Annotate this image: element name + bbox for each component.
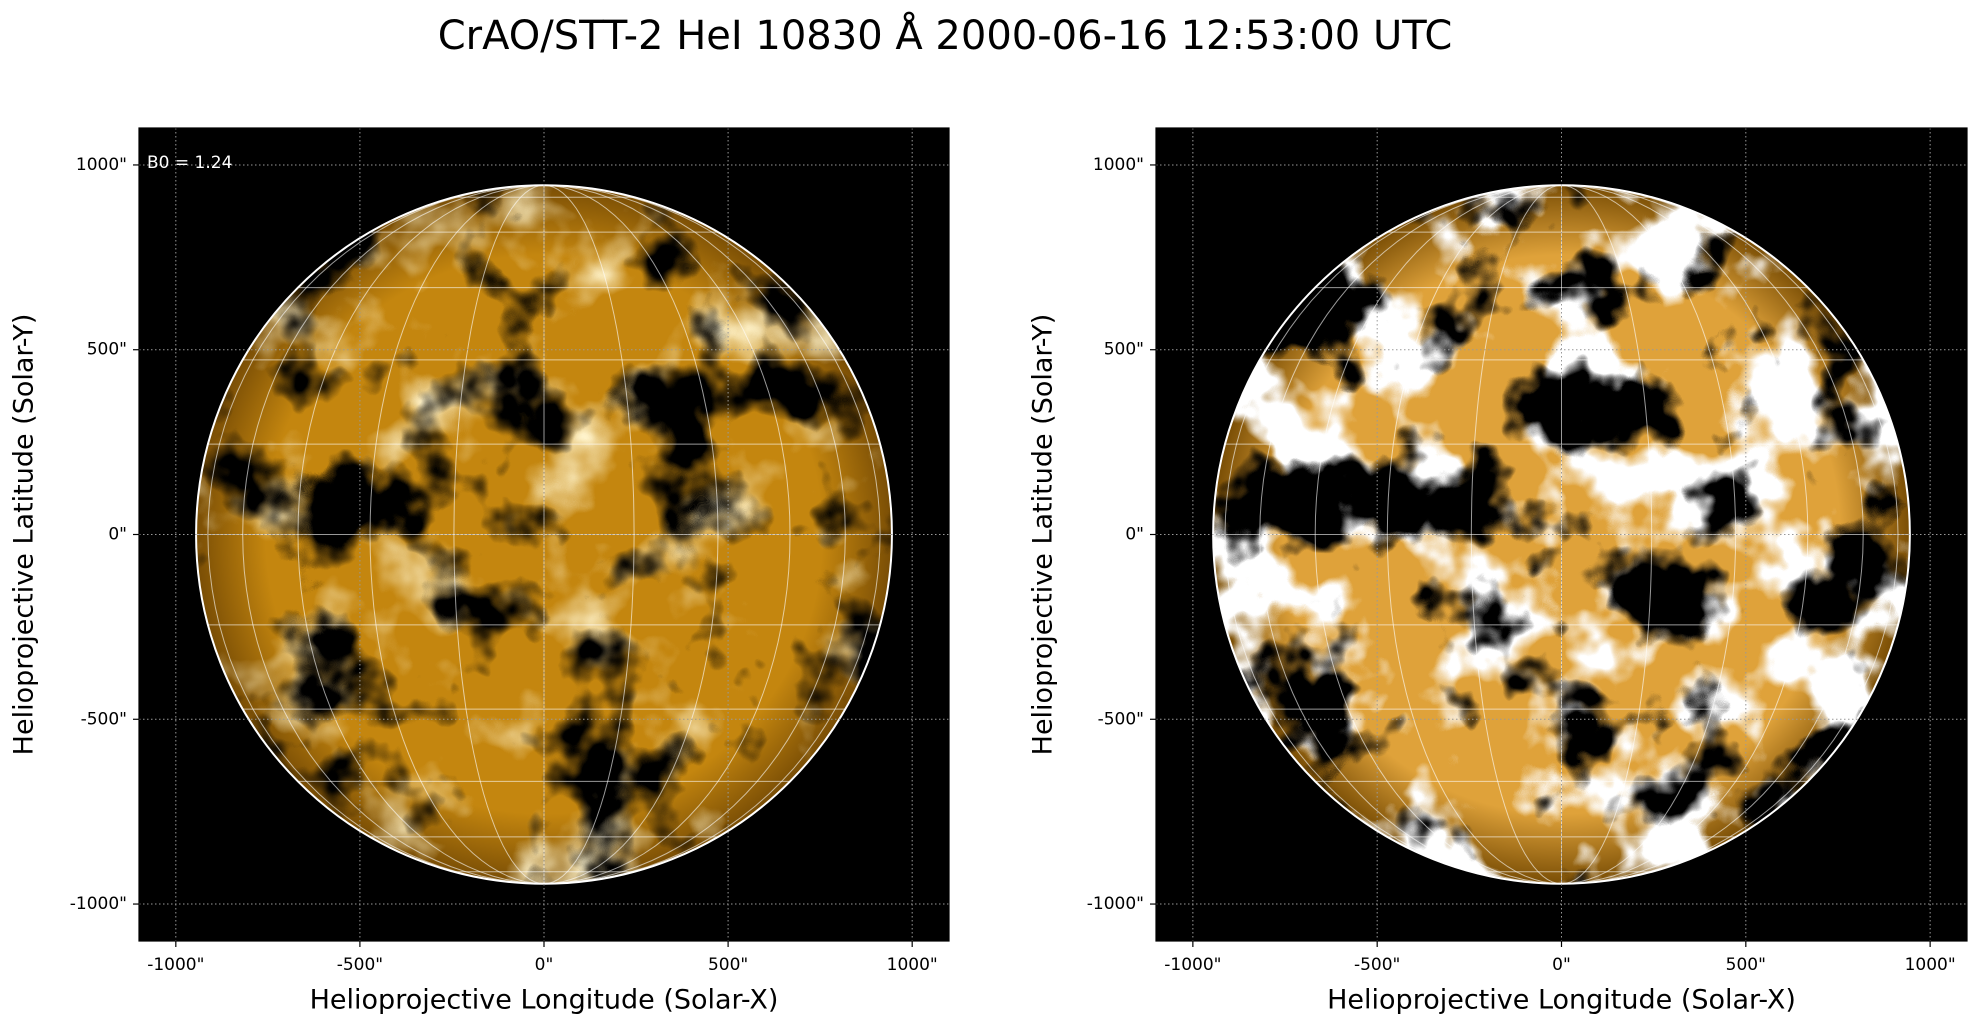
annotation: B0 = 1.24 xyxy=(147,153,232,173)
y-tick-label: -500" xyxy=(81,709,127,729)
x-tick-label: 500" xyxy=(1726,955,1766,975)
x-tick-label: 0" xyxy=(535,955,554,975)
y-tick-label: 1000" xyxy=(1093,155,1144,175)
y-tick-label: 0" xyxy=(1125,525,1144,545)
x-axis-label: Helioprojective Longitude (Solar-X) xyxy=(1327,985,1796,1016)
x-tick-label: 1000" xyxy=(1905,955,1956,975)
x-tick-label: -1000" xyxy=(1164,955,1221,975)
x-axis-label: Helioprojective Longitude (Solar-X) xyxy=(310,985,779,1016)
x-tick-label: -1000" xyxy=(147,955,204,975)
y-tick-label: 1000" xyxy=(76,155,127,175)
x-tick-label: 1000" xyxy=(887,955,938,975)
figure-title: CrAO/STT-2 HeI 10830 Å 2000-06-16 12:53:… xyxy=(438,11,1453,59)
y-tick-label: 0" xyxy=(108,525,127,545)
x-tick-label: -500" xyxy=(337,955,383,975)
x-tick-label: 0" xyxy=(1552,955,1571,975)
y-axis-label: Helioprojective Latitude (Solar-Y) xyxy=(9,314,40,756)
y-tick-label: 500" xyxy=(1104,340,1144,360)
y-tick-label: 500" xyxy=(87,340,127,360)
y-tick-label: -1000" xyxy=(1087,894,1144,914)
axes-frame xyxy=(1155,127,1968,942)
heliographic-grid xyxy=(1213,184,1910,885)
x-tick-label: -500" xyxy=(1354,955,1400,975)
x-tick-label: 500" xyxy=(708,955,748,975)
y-tick-label: -1000" xyxy=(70,894,127,914)
y-axis-label: Helioprojective Latitude (Solar-Y) xyxy=(1028,314,1059,756)
heliographic-grid xyxy=(196,184,892,885)
axes-frame xyxy=(138,127,950,942)
y-tick-label: -500" xyxy=(1098,709,1144,729)
